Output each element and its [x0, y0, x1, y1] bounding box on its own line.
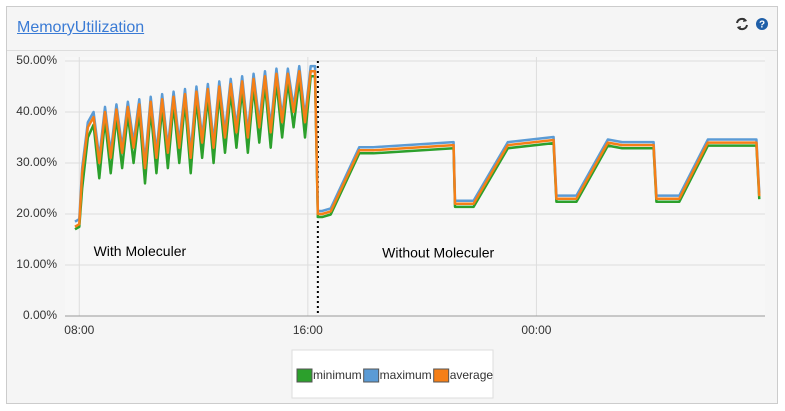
chart-title[interactable]: MemoryUtilization — [17, 19, 145, 36]
y-tick-label: 10.00% — [16, 257, 57, 271]
legend-box — [291, 349, 494, 399]
legend-swatch — [363, 368, 380, 383]
annotation: With Moleculer — [94, 243, 187, 259]
refresh-icon[interactable] — [736, 17, 748, 31]
y-tick-label: 0.00% — [23, 308, 57, 322]
y-tick-label: 40.00% — [16, 104, 57, 118]
x-tick-label: 08:00 — [64, 323, 94, 337]
annotation: Without Moleculer — [382, 244, 494, 260]
series-line — [74, 69, 761, 228]
y-tick-label: 30.00% — [16, 155, 57, 169]
legend-swatch — [296, 368, 313, 383]
plot-area — [65, 57, 765, 316]
legend-label: average — [450, 368, 494, 382]
legend-label: minimum — [313, 368, 362, 382]
y-tick-label: 50.00% — [16, 53, 57, 67]
legend-label: maximum — [380, 368, 432, 382]
panel-header — [7, 7, 777, 51]
x-tick-label: 16:00 — [293, 323, 323, 337]
x-tick-label: 00:00 — [521, 323, 551, 337]
y-tick-label: 20.00% — [16, 206, 57, 220]
legend-swatch — [433, 368, 450, 383]
svg-text:?: ? — [759, 20, 765, 31]
help-icon[interactable]: ? — [756, 18, 768, 31]
